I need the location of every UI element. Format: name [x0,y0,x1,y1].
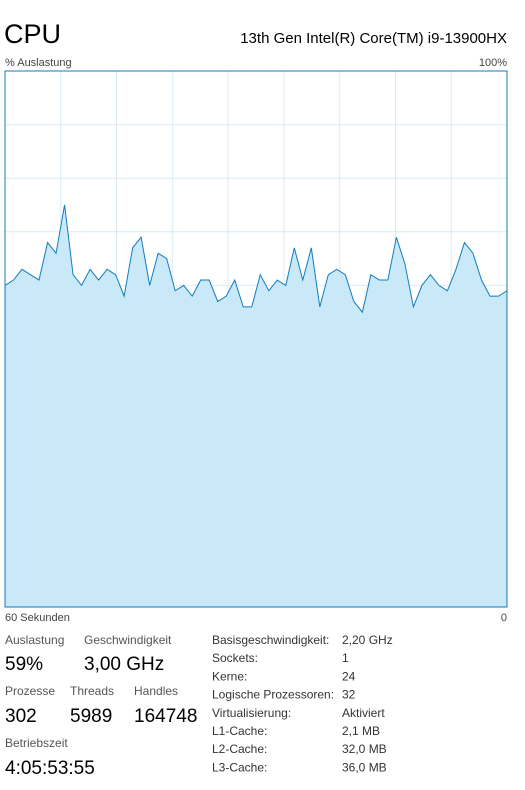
y-label: % Auslastung [5,57,72,69]
stat-label: Threads [70,684,114,698]
detail-value: 24 [342,669,356,683]
detail-value: 2,20 GHz [342,633,393,647]
x-end-label: 0 [501,612,507,624]
y-max-label: 100% [479,57,507,69]
detail-label: L3-Cache: [212,760,267,774]
stat-label: Handles [134,684,178,698]
stat-label: Auslastung [5,633,64,647]
detail-label: L2-Cache: [212,742,267,756]
detail-label: Kerne: [212,669,247,683]
detail-value: 2,1 MB [342,724,380,738]
detail-label: L1-Cache: [212,724,267,738]
stat-value: 302 [5,706,37,727]
area-fill [5,205,507,607]
detail-label: Logische Prozessoren: [212,688,334,702]
stat-label: Geschwindigkeit [84,633,172,647]
stat-label: Betriebszeit [5,736,68,750]
detail-label: Virtualisierung: [212,706,291,720]
detail-value: 32,0 MB [342,742,387,756]
detail-value: Aktiviert [342,706,385,720]
stat-value: 5989 [70,706,112,727]
detail-value: 1 [342,651,349,665]
detail-value: 36,0 MB [342,760,387,774]
detail-label: Basisgeschwindigkeit: [212,633,329,647]
chart-border [4,70,508,608]
stat-value: 59% [5,654,43,675]
processor-name: 13th Gen Intel(R) Core(TM) i9-13900HX [240,30,507,47]
area-line [4,204,508,314]
stat-label: Prozesse [5,684,55,698]
title: CPU [4,19,61,49]
detail-value: 32 [342,688,356,702]
stat-value: 164748 [134,706,197,727]
stat-value: 4:05:53:55 [5,758,95,779]
stat-value: 3,00 GHz [84,654,164,675]
x-start-label: 60 Sekunden [5,612,70,624]
detail-label: Sockets: [212,651,258,665]
